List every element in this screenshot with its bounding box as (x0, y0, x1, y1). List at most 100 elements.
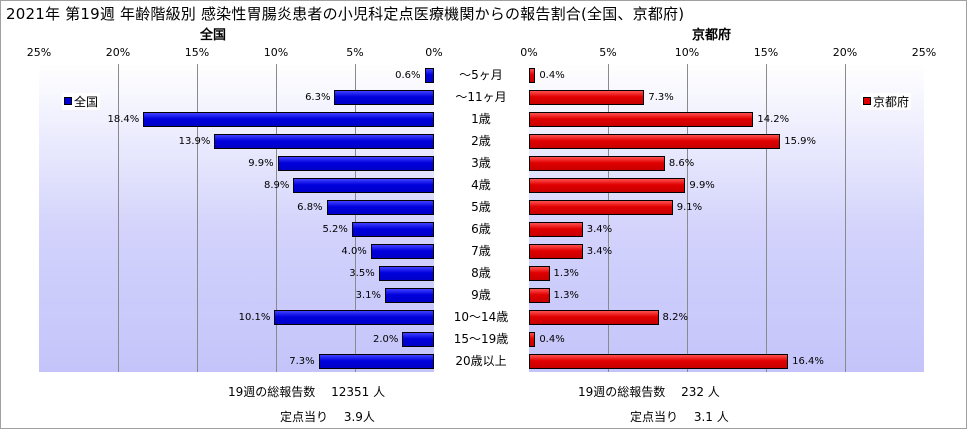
bar-national (424, 68, 434, 83)
bar-national (334, 90, 434, 105)
data-label-kyoto: 15.9% (784, 136, 816, 147)
gridline (766, 64, 767, 372)
category-label: 20歳以上 (455, 354, 507, 368)
data-label-national: 9.9% (248, 158, 274, 169)
chart-title: 2021年 第19週 年齢階級別 感染性胃腸炎患者の小児科定点医療機関からの報告… (6, 5, 685, 23)
left-tick-label: 0% (425, 46, 443, 59)
category-label: 3歳 (471, 156, 491, 170)
right-tick-label: 5% (599, 46, 617, 59)
category-label: 5歳 (471, 200, 491, 214)
category-label: ～11ヶ月 (455, 90, 507, 104)
data-label-kyoto: 0.4% (539, 334, 565, 345)
category-label: 15～19歳 (453, 332, 509, 346)
left-tick-label: 5% (346, 46, 364, 59)
bar-kyoto (529, 332, 536, 347)
bar-national (402, 332, 434, 347)
bar-national (274, 310, 434, 325)
right-tick-label: 25% (911, 46, 937, 59)
left-tick-label: 10% (263, 46, 289, 59)
left-tick-label: 25% (26, 46, 52, 59)
data-label-kyoto: 8.6% (668, 158, 695, 169)
data-label-kyoto: 1.3% (553, 268, 579, 279)
national-per-sentinel: 定点当り 3.9人 (280, 410, 375, 424)
legend-swatch-kyoto (863, 97, 871, 105)
data-label-national: 2.0% (373, 334, 399, 345)
category-label: 4歳 (471, 178, 491, 192)
bar-kyoto (529, 156, 665, 171)
data-label-kyoto: 9.1% (676, 202, 703, 213)
category-label: 6歳 (471, 222, 491, 236)
right-tick-label: 15% (753, 46, 779, 59)
gridline (845, 64, 846, 372)
data-label-national: 6.3% (305, 92, 331, 103)
left-tick-label: 20% (105, 46, 131, 59)
category-label: 8歳 (471, 266, 491, 280)
panel-title-national: 全国 (200, 28, 227, 43)
bar-kyoto (529, 288, 550, 303)
panel-title-kyoto: 京都府 (692, 28, 732, 43)
bar-national (214, 134, 434, 149)
data-label-national: 13.9% (178, 136, 211, 147)
bar-kyoto (529, 354, 789, 369)
data-label-national: 6.8% (297, 202, 323, 213)
bar-national (370, 244, 434, 259)
right-tick-label: 20% (832, 46, 858, 59)
bar-kyoto (529, 134, 781, 149)
bar-kyoto (529, 266, 550, 281)
bar-national (277, 156, 434, 171)
bar-national (378, 266, 434, 281)
category-label: 10～14歳 (453, 310, 509, 324)
bar-kyoto (529, 310, 659, 325)
data-label-kyoto: 9.9% (689, 180, 715, 191)
bar-national (385, 288, 434, 303)
data-label-kyoto: 14.2% (757, 114, 790, 125)
data-label-national: 3.5% (349, 268, 375, 279)
data-label-national: 10.1% (238, 312, 271, 323)
data-label-kyoto: 1.3% (553, 290, 579, 301)
category-label: ～5ヶ月 (459, 68, 503, 82)
legend-swatch-national (64, 97, 72, 105)
plot-area-kyoto (529, 64, 924, 372)
data-label-national: 7.3% (289, 356, 315, 367)
bar-kyoto (529, 68, 536, 83)
gridline (118, 64, 119, 372)
bar-kyoto (529, 222, 583, 237)
category-label: 2歳 (471, 134, 491, 148)
data-label-national: 8.9% (263, 180, 290, 191)
legend-label-national: 全国 (74, 95, 99, 109)
data-label-kyoto: 3.4% (586, 224, 613, 235)
data-label-kyoto: 7.3% (648, 92, 674, 103)
data-label-kyoto: 8.2% (662, 312, 688, 323)
bar-national (143, 112, 434, 127)
gridline (355, 64, 356, 372)
left-tick-label: 15% (184, 46, 210, 59)
plot-area-national (39, 64, 434, 372)
legend-label-kyoto: 京都府 (873, 95, 910, 109)
right-tick-label: 0% (520, 46, 538, 59)
legend-kyoto: 京都府 (861, 93, 912, 110)
gridline (608, 64, 609, 372)
category-label: 1歳 (471, 112, 491, 126)
data-label-national: 18.4% (107, 114, 140, 125)
legend-national: 全国 (62, 93, 101, 110)
gridline (276, 64, 277, 372)
bar-national (293, 178, 434, 193)
bar-kyoto (529, 178, 686, 193)
bar-national (326, 200, 434, 215)
bar-kyoto (529, 112, 754, 127)
data-label-kyoto: 16.4% (792, 356, 824, 367)
category-label: 9歳 (471, 288, 491, 302)
bar-kyoto (529, 90, 645, 105)
data-label-national: 0.6% (395, 70, 421, 81)
kyoto-per-sentinel: 定点当り 3.1 人 (630, 410, 729, 424)
right-tick-label: 10% (674, 46, 700, 59)
bar-national (318, 354, 434, 369)
data-label-national: 3.1% (355, 290, 382, 301)
kyoto-total-reports: 19週の総報告数 232 人 (578, 385, 720, 399)
gridline (687, 64, 688, 372)
data-label-kyoto: 3.4% (586, 246, 613, 257)
data-label-national: 4.0% (341, 246, 367, 257)
bar-kyoto (529, 244, 583, 259)
data-label-national: 5.2% (322, 224, 348, 235)
